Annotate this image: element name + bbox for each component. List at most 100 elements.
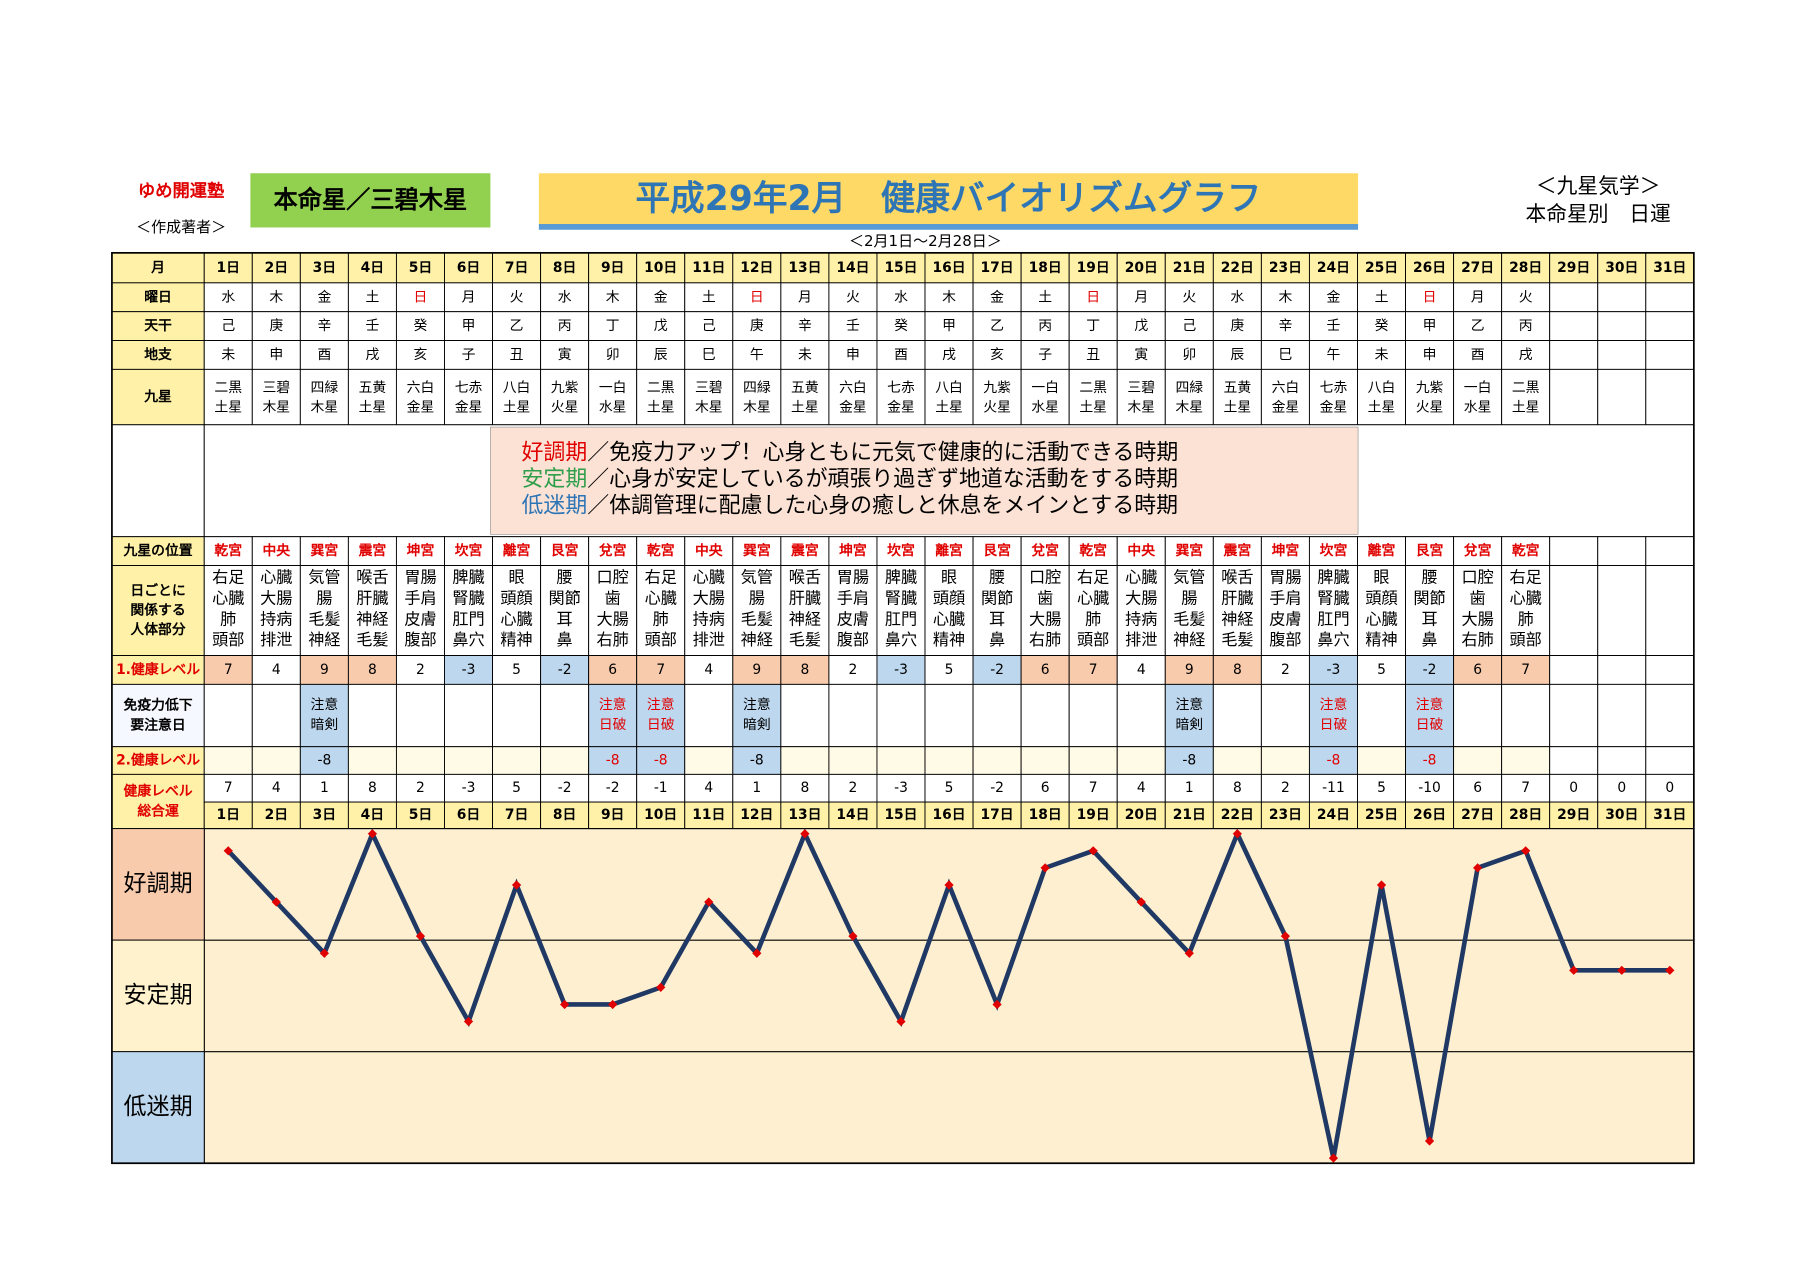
day: 2日 <box>265 807 288 823</box>
cell <box>828 683 878 748</box>
day: 19日 <box>1077 807 1110 823</box>
total: -2 <box>606 780 620 796</box>
title-box <box>538 173 1359 224</box>
star: 金星 <box>455 399 483 415</box>
stem: 丁 <box>606 318 620 334</box>
total: 7 <box>1089 780 1098 796</box>
level1: 9 <box>1185 662 1194 678</box>
cell <box>1597 311 1647 341</box>
caution: 注意 <box>1175 696 1203 713</box>
cell <box>1357 683 1406 748</box>
day: 16日 <box>932 807 965 823</box>
body-part: 心臓 <box>500 609 532 628</box>
cell <box>1212 565 1262 656</box>
cell <box>972 746 1022 775</box>
star: 八白 <box>1368 380 1396 396</box>
palace: 坎宮 <box>455 542 483 559</box>
cell <box>1405 368 1455 426</box>
level1: 4 <box>272 662 281 678</box>
cell <box>1116 252 1166 284</box>
cell <box>1020 773 1070 803</box>
star: 金星 <box>1320 399 1348 415</box>
body-part: 心臓 <box>1077 589 1109 608</box>
day: 31日 <box>1653 807 1686 823</box>
caution: 注意 <box>647 696 675 713</box>
body-part: 関節 <box>1413 589 1445 608</box>
stem: 甲 <box>1423 318 1437 334</box>
cell <box>780 282 830 313</box>
total: -2 <box>990 780 1004 796</box>
star: 火星 <box>983 399 1011 415</box>
cell <box>1308 565 1358 656</box>
cell <box>1597 746 1647 775</box>
star: 土星 <box>1368 399 1396 415</box>
main-star: 本命星／三碧木星 <box>274 186 468 214</box>
marker <box>223 846 233 856</box>
palace: 巽宮 <box>1175 542 1203 559</box>
author: ＜作成著者＞ <box>136 218 226 236</box>
cell <box>1020 683 1070 748</box>
star: 木星 <box>1127 399 1155 415</box>
system: ＜九星気学＞ <box>1536 174 1661 198</box>
cell <box>1501 655 1551 685</box>
level1: 5 <box>945 662 954 678</box>
cell <box>1597 683 1647 748</box>
stem: 己 <box>1182 318 1196 334</box>
cell <box>1597 565 1647 656</box>
weekday: 土 <box>702 289 716 305</box>
cell <box>1020 368 1070 426</box>
body-part: 排泄 <box>693 630 725 649</box>
weekday: 金 <box>317 289 331 305</box>
total: -1 <box>654 780 668 796</box>
body-part: 肝臓 <box>1221 589 1253 608</box>
body-part: 腹部 <box>404 630 436 649</box>
weekday: 水 <box>894 289 908 305</box>
body-part: 腰 <box>989 568 1005 587</box>
cell <box>1068 311 1118 341</box>
body-part: 持病 <box>693 609 725 628</box>
cell <box>780 801 830 830</box>
day: 18日 <box>1029 807 1062 823</box>
star: 九紫 <box>551 380 579 396</box>
cell <box>1116 536 1166 566</box>
cell <box>299 282 349 313</box>
cell <box>972 655 1022 685</box>
caution: 注意 <box>1416 696 1444 713</box>
palace: 巽宮 <box>311 542 339 559</box>
cell <box>876 655 926 685</box>
marker <box>1617 965 1627 975</box>
star: 八白 <box>503 380 531 396</box>
cell <box>492 655 542 685</box>
cell <box>1260 801 1310 830</box>
cell <box>924 565 974 656</box>
level1: 8 <box>368 662 377 678</box>
weekday: 月 <box>462 289 476 305</box>
body-part: 胃腸 <box>404 568 436 587</box>
legend-box <box>490 426 1359 535</box>
cell <box>1020 340 1070 370</box>
weekday: 土 <box>365 289 379 305</box>
star: 三碧 <box>695 380 723 396</box>
star: 土星 <box>503 399 531 415</box>
body-part: 頭部 <box>645 630 677 649</box>
palace: 兌宮 <box>1464 542 1492 559</box>
total: 0 <box>1617 780 1626 796</box>
day: 7日 <box>505 807 528 823</box>
cell <box>1164 565 1214 656</box>
day: 29日 <box>1557 260 1590 276</box>
cell <box>732 340 782 370</box>
day: 19日 <box>1077 260 1110 276</box>
body-part: 脾臓 <box>452 568 484 587</box>
day: 5日 <box>409 807 432 823</box>
body-part: 毛髪 <box>789 630 821 649</box>
star: 七赤 <box>1320 380 1348 396</box>
cell <box>1405 655 1455 685</box>
stem: 庚 <box>269 318 283 334</box>
total: 8 <box>368 780 377 796</box>
level1: 2 <box>1281 662 1290 678</box>
branch: 申 <box>1423 347 1437 363</box>
cell <box>492 536 542 566</box>
body-part: 腹部 <box>837 630 869 649</box>
weekday: 金 <box>990 289 1004 305</box>
